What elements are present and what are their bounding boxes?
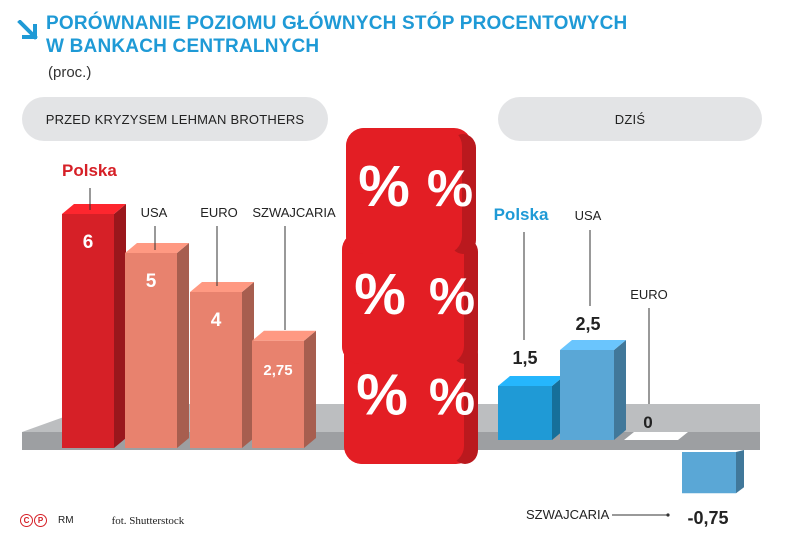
bar-today-usa-side	[614, 340, 626, 440]
value-label-before-szwajcaria: 2,75	[263, 362, 292, 379]
bar-before-polska-top	[62, 204, 126, 214]
bar-before-euro-side	[242, 282, 254, 448]
arrow-down-right-icon	[17, 20, 38, 40]
bar-before-szwajcaria-front	[252, 340, 304, 448]
bar-today-usa	[560, 340, 626, 440]
copyright-c-icon: C	[20, 514, 33, 527]
dice-bottom-percent-left: %	[356, 363, 408, 428]
value-label-before-usa: 5	[146, 271, 157, 292]
bar-before-polska-side	[114, 204, 126, 448]
category-label-today-szwajcaria: SZWAJCARIA	[526, 507, 610, 522]
dice-middle-front	[342, 232, 464, 364]
dice-top-front	[346, 128, 462, 254]
unit-label: (proc.)	[48, 64, 92, 81]
dice-top-percent-left: %	[358, 154, 410, 219]
dice-bottom-percent-right: %	[429, 369, 475, 427]
category-label-before-polska: Polska	[62, 161, 117, 180]
category-label-before-euro: EURO	[200, 205, 238, 220]
dice-middle: %%	[342, 232, 478, 364]
value-label-before-euro: 4	[211, 310, 222, 331]
title-line-2: W BANKACH CENTRALNYCH	[46, 36, 320, 57]
bar-before-usa	[125, 243, 189, 448]
panel-before-label: PRZED KRYZYSEM LEHMAN BROTHERS	[22, 97, 328, 141]
bar-today-usa-front	[560, 350, 614, 440]
bar-before-usa-front	[125, 253, 177, 448]
bar-before-polska-front	[62, 214, 114, 448]
bar-before-euro-top	[190, 282, 254, 292]
author-initials: RM	[58, 515, 74, 526]
bar-before-szwajcaria	[252, 330, 316, 448]
bar-today-usa-top	[560, 340, 626, 350]
value-label-before-polska: 6	[83, 232, 94, 253]
bar-today-polska-front	[498, 386, 552, 440]
title-line-1: PORÓWNANIE POZIOMU GŁÓWNYCH STÓP PROCENT…	[46, 13, 628, 34]
dice-bottom-front	[344, 334, 464, 464]
panel-today-label: DZIŚ	[498, 97, 762, 141]
leader-today-szwajcaria-dot	[666, 513, 670, 517]
value-label-today-szwajcaria: -0,75	[687, 508, 728, 528]
value-label-today-polska: 1,5	[512, 348, 537, 368]
dice-middle-percent-left: %	[354, 262, 406, 327]
category-label-before-szwajcaria: SZWAJCARIA	[252, 205, 336, 220]
copyright-p-icon: P	[34, 514, 47, 527]
value-label-today-usa: 2,5	[575, 314, 600, 334]
bar-before-szwajcaria-side	[304, 330, 316, 448]
bar-before-szwajcaria-top	[252, 330, 316, 341]
bar-today-polska	[498, 376, 564, 440]
bar-before-euro	[190, 282, 254, 448]
dice-top: %%	[346, 128, 476, 254]
bar-today-szwajcaria	[682, 452, 736, 494]
bar-before-polska	[62, 204, 126, 448]
bar-before-usa-side	[177, 243, 189, 448]
category-label-today-polska: Polska	[494, 205, 549, 224]
bar-today-szwajcaria-side	[736, 450, 744, 494]
bar-today-euro	[624, 432, 688, 440]
value-label-today-euro: 0	[643, 413, 652, 432]
dice-middle-percent-right: %	[429, 268, 475, 326]
category-label-before-usa: USA	[141, 205, 168, 220]
dice-bottom: %%	[344, 334, 478, 464]
bar-before-euro-front	[190, 292, 242, 448]
bar-before-usa-top	[125, 243, 189, 253]
category-label-today-usa: USA	[575, 208, 602, 223]
category-label-today-euro: EURO	[630, 287, 668, 302]
photo-credit: fot. Shutterstock	[111, 514, 185, 527]
bar-today-polska-top	[498, 376, 564, 386]
footer: C P RM fot. Shutterstock	[20, 514, 184, 527]
dice-top-percent-right: %	[427, 160, 473, 218]
chart-title: PORÓWNANIE POZIOMU GŁÓWNYCH STÓP PROCENT…	[46, 12, 627, 58]
